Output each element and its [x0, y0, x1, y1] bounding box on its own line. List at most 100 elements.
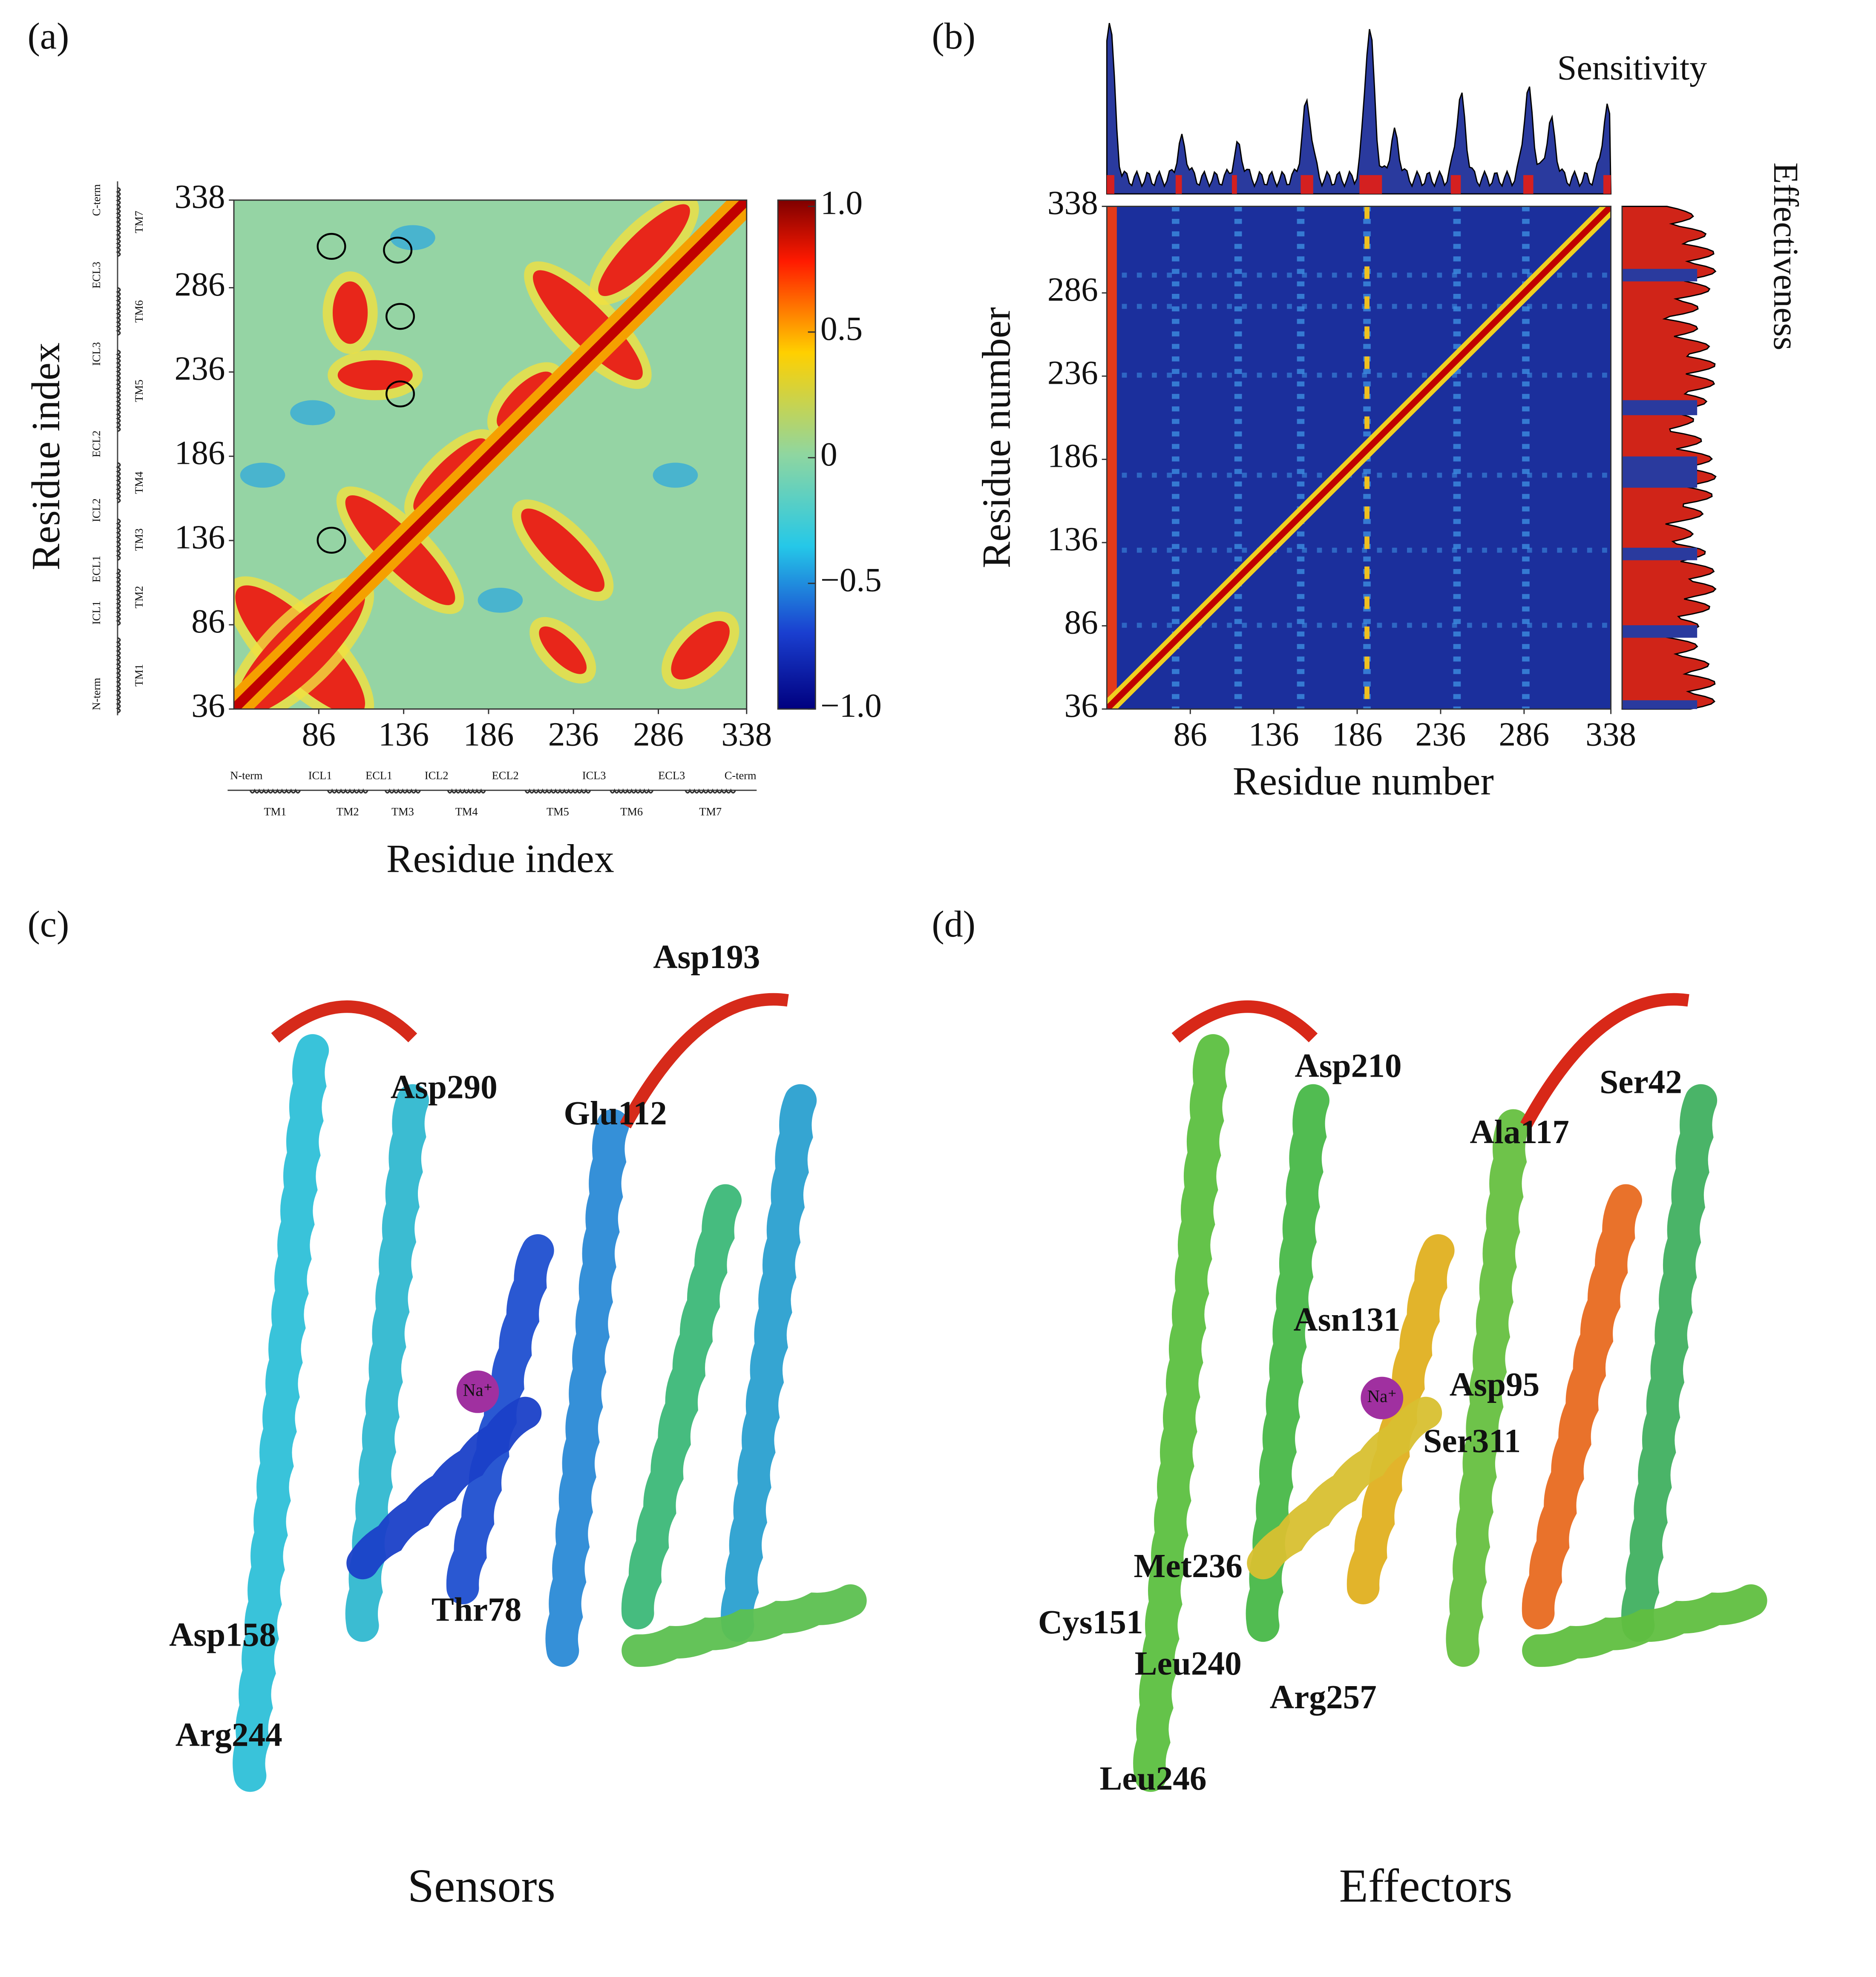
anticorrelation-blob — [390, 225, 435, 250]
loop — [271, 993, 789, 1129]
segment-label: N-term — [90, 678, 103, 710]
effectiveness-low — [1622, 456, 1698, 488]
residue-label: Asp158 — [169, 1616, 276, 1653]
segment-label: ECL2 — [90, 431, 103, 457]
helix-coil — [524, 788, 591, 794]
correlation-blob — [539, 626, 587, 674]
caption: Sensors — [408, 1860, 555, 1912]
y-tick-label: 136 — [175, 518, 225, 556]
residue-label: Met236 — [1134, 1547, 1243, 1585]
helix — [1446, 1109, 1530, 1667]
helix — [346, 1397, 542, 1580]
diagonal — [234, 200, 747, 709]
residue-label: Arg244 — [176, 1716, 282, 1753]
sensitivity-highlight — [1450, 175, 1461, 194]
y-tick-label: 186 — [1047, 437, 1098, 475]
correlation-blob — [533, 270, 643, 380]
x-tick-label: 186 — [1332, 716, 1383, 753]
helix-label: TM1 — [264, 805, 287, 818]
residue-label: Asp210 — [1295, 1047, 1401, 1085]
segment-label: ICL2 — [425, 769, 449, 782]
helix-label: TM1 — [132, 664, 145, 687]
residue-label: Asp95 — [1450, 1366, 1539, 1403]
y-tick-label: 86 — [191, 603, 225, 640]
loop — [1171, 993, 1689, 1129]
helix-label: TM3 — [132, 529, 145, 551]
residue-label: Arg257 — [1270, 1678, 1377, 1716]
colorbar-tick-label: −0.5 — [820, 561, 882, 599]
x-tick-label: 86 — [302, 716, 336, 753]
x-tick-label: 338 — [1585, 716, 1636, 753]
helix-label: TM7 — [699, 805, 722, 818]
helix-coil — [115, 568, 121, 626]
y-tick-label: 286 — [1047, 271, 1098, 308]
sensitivity-highlight — [1231, 175, 1237, 194]
y-axis-label: Residue number — [974, 307, 1019, 568]
y-tick-label: 136 — [1047, 520, 1098, 558]
residue-label: Asp290 — [391, 1068, 498, 1106]
helix-coil — [115, 518, 121, 561]
residue-label: Ala117 — [1470, 1113, 1569, 1151]
x-tick-label: 86 — [1174, 716, 1207, 753]
segment-label: C-term — [725, 769, 757, 782]
helix — [233, 1034, 329, 1792]
highlight-circle — [317, 233, 346, 260]
helix-coil — [685, 788, 736, 794]
helix-label: TM4 — [455, 805, 478, 818]
residue-label: Leu240 — [1135, 1645, 1242, 1682]
helix-coil — [115, 462, 121, 503]
panel-label: (b) — [932, 16, 975, 57]
segment-label: ICL2 — [90, 498, 103, 522]
residue-label: Leu246 — [1099, 1760, 1206, 1797]
helix-label: TM5 — [132, 379, 145, 402]
helix — [621, 1184, 742, 1629]
effectiveness-low — [1622, 700, 1698, 709]
helix — [621, 1584, 867, 1667]
sensitivity-highlight — [1359, 175, 1382, 194]
panel-label: (a) — [28, 16, 69, 57]
sensitivity-highlight — [1603, 175, 1611, 194]
y-tick-label: 36 — [191, 687, 225, 724]
x-axis-label: Residue index — [386, 836, 614, 881]
helix-label: TM4 — [132, 471, 145, 494]
highlight-circle — [383, 236, 413, 264]
highlight-circle — [386, 380, 415, 408]
effectiveness-low — [1622, 269, 1698, 282]
segment-label: ICL3 — [582, 769, 606, 782]
y-tick-label: 86 — [1065, 604, 1098, 641]
helix-label: TM2 — [132, 586, 145, 609]
y-tick-label: 186 — [175, 434, 225, 471]
sensitivity-highlight — [1301, 175, 1313, 194]
sensitivity-highlight — [1175, 175, 1182, 194]
y-tick-label: 338 — [1047, 184, 1098, 222]
effectiveness-label: Effectiveness — [1767, 162, 1805, 350]
helix-label: TM2 — [337, 805, 359, 818]
y-tick-label: 286 — [175, 266, 225, 303]
helix — [1247, 1397, 1442, 1580]
helix-coil — [327, 788, 368, 794]
segment-label: ECL3 — [658, 769, 685, 782]
colorbar-tick-label: 0.5 — [820, 310, 863, 348]
residue-label: Asp193 — [653, 938, 760, 976]
highlight-circle — [386, 303, 415, 330]
helix — [721, 1084, 817, 1642]
caption: Effectors — [1339, 1860, 1513, 1912]
y-tick-label: 236 — [175, 350, 225, 388]
y-axis-label: Residue index — [24, 342, 68, 570]
helix-label: TM6 — [620, 805, 643, 818]
helix-coil — [115, 187, 121, 257]
helix-coil — [610, 788, 654, 794]
sensitivity-highlight — [1523, 175, 1534, 194]
colorbar-tick-label: 0 — [820, 436, 837, 473]
helix-coil — [115, 637, 121, 714]
sodium-ion — [456, 1370, 499, 1413]
helix-coil — [384, 788, 421, 794]
x-tick-label: 286 — [633, 716, 684, 753]
x-tick-label: 136 — [378, 716, 429, 753]
ion-label: Na⁺ — [1367, 1386, 1397, 1406]
segment-label: C-term — [90, 184, 103, 216]
segment-label: ECL1 — [365, 769, 392, 782]
helix-label: TM6 — [132, 300, 145, 323]
helix-label: TM3 — [391, 805, 414, 818]
